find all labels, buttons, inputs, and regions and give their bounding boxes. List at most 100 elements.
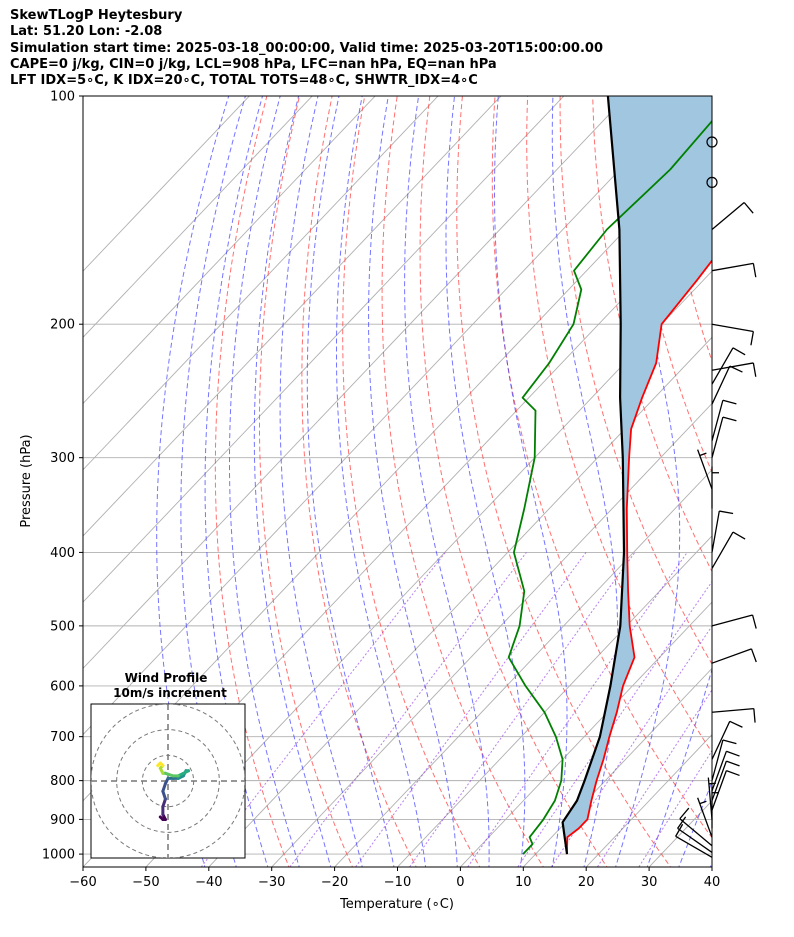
x-tick-label: 20 <box>578 875 595 890</box>
mixing-ratio-line <box>596 689 712 867</box>
hodograph-trace <box>156 761 191 821</box>
moist-adiabat-line <box>204 96 269 867</box>
dry-adiabat-line <box>526 96 712 754</box>
isotherm-line <box>145 270 712 867</box>
x-tick-label: −40 <box>195 875 222 890</box>
moist-adiabat-line <box>678 780 712 867</box>
wind-barb <box>711 707 756 723</box>
dry-adiabat-line <box>214 96 290 867</box>
wind-barb <box>711 399 737 441</box>
wind-barb <box>711 262 757 278</box>
y-axis-ticks: 100 200 300 400 500 600 700 800 900 1000 <box>42 90 83 863</box>
isotherm-line <box>459 601 712 867</box>
isotherm-line <box>83 96 250 272</box>
y-tick-label: 700 <box>50 730 75 745</box>
mixing-ratio-line <box>638 749 712 867</box>
wind-barb <box>677 816 713 853</box>
wind-barb <box>711 416 737 458</box>
moist-adiabat-line <box>741 79 794 870</box>
x-tick-label: −10 <box>384 875 411 890</box>
parcel-temperature-fill <box>562 96 712 855</box>
dry-adiabat-line <box>381 96 544 867</box>
hodograph-rings <box>91 704 245 858</box>
y-tick-label: 500 <box>50 619 75 634</box>
dry-adiabat-line <box>592 96 712 573</box>
wind-barb <box>711 760 740 801</box>
wind-barb <box>711 201 754 230</box>
wind-barb <box>711 365 743 405</box>
isotherm-line <box>83 96 376 405</box>
y-tick-label: 300 <box>50 451 75 466</box>
x-tick-label: 40 <box>704 875 721 890</box>
y-tick-label: 900 <box>50 813 75 828</box>
wind-barb <box>679 807 713 847</box>
y-tick-label: 400 <box>50 546 75 561</box>
isotherm-line <box>83 96 313 338</box>
moist-adiabat-line <box>551 96 619 867</box>
isotherm-line <box>83 96 565 603</box>
title-indices-lifted: LFT IDX=5∘C, K IDX=20∘C, TOTAL TOTS=48∘C… <box>10 73 478 89</box>
moist-adiabat-line <box>709 861 712 867</box>
moist-adiabat-line <box>229 96 300 867</box>
wind-barb <box>711 770 740 811</box>
x-tick-label: −50 <box>132 875 159 890</box>
wind-barb <box>711 614 757 629</box>
isotherm-line <box>83 96 502 537</box>
dry-adiabat-line <box>721 79 794 870</box>
wind-barb <box>711 323 755 346</box>
wind-barb <box>675 823 713 858</box>
hodograph-subtitle: 10m/s increment <box>113 686 227 700</box>
isotherm-line <box>585 733 712 867</box>
dry-adiabat-line <box>785 79 794 870</box>
dry-adiabat-line <box>259 96 354 867</box>
dry-adiabat-lines <box>214 79 794 870</box>
dry-adiabat-line <box>456 96 672 867</box>
y-tick-label: 800 <box>50 774 75 789</box>
x-tick-label: −60 <box>69 875 96 890</box>
cin-shaded-area <box>562 96 712 855</box>
dry-adiabat-line <box>419 96 608 867</box>
y-tick-label: 100 <box>50 90 75 105</box>
mixing-ratio-line <box>408 552 636 867</box>
hodograph-title: Wind Profile <box>125 671 208 685</box>
wind-barb <box>711 720 743 760</box>
isotherm-line <box>711 866 712 867</box>
wind-barb <box>711 347 746 385</box>
mixing-ratio-line <box>289 552 527 867</box>
moist-adiabat-line <box>494 96 568 867</box>
y-axis-label: Pressure (hPa) <box>19 434 34 527</box>
parcel-profile-line <box>561 96 626 855</box>
wind-barb <box>711 750 740 791</box>
hodograph-inset: Wind Profile 10m/s increment <box>90 671 246 859</box>
figure-title: SkewTLogP Heytesbury Lat: 51.20 Lon: -2.… <box>10 8 603 89</box>
x-tick-label: 10 <box>515 875 532 890</box>
x-axis-ticks: −60 −50 −40 −30 −20 −10 0 10 20 30 40 <box>69 867 720 890</box>
isotherm-line <box>271 402 712 867</box>
y-tick-label: 1000 <box>42 848 75 863</box>
x-tick-label: −30 <box>258 875 285 890</box>
moist-adiabat-line <box>279 96 363 867</box>
moist-adiabat-line <box>306 96 395 867</box>
dry-adiabat-line <box>624 96 712 474</box>
wind-barb <box>711 510 734 553</box>
profile-series <box>507 96 712 855</box>
temperature-profile-line <box>566 259 712 855</box>
y-tick-label: 600 <box>50 679 75 694</box>
dewpoint-profile-line <box>507 119 712 855</box>
dry-adiabat-line <box>491 96 712 839</box>
moist-adiabat-line <box>368 96 458 867</box>
mixing-ratio-line <box>467 552 688 867</box>
moist-adiabat-line <box>404 96 490 867</box>
wind-barb <box>711 739 737 781</box>
isotherm-line <box>208 336 712 867</box>
moist-adiabat-line <box>253 96 332 867</box>
isotherm-line <box>772 79 794 870</box>
wind-barb <box>711 466 719 509</box>
y-tick-label: 200 <box>50 318 75 333</box>
mixing-ratio-line <box>354 552 587 867</box>
title-indices-cape: CAPE=0 j/kg, CIN=0 j/kg, LCL=908 hPa, LF… <box>10 56 497 72</box>
wind-barb <box>711 531 746 569</box>
isotherm-line <box>333 469 712 867</box>
wind-barb <box>711 362 757 377</box>
